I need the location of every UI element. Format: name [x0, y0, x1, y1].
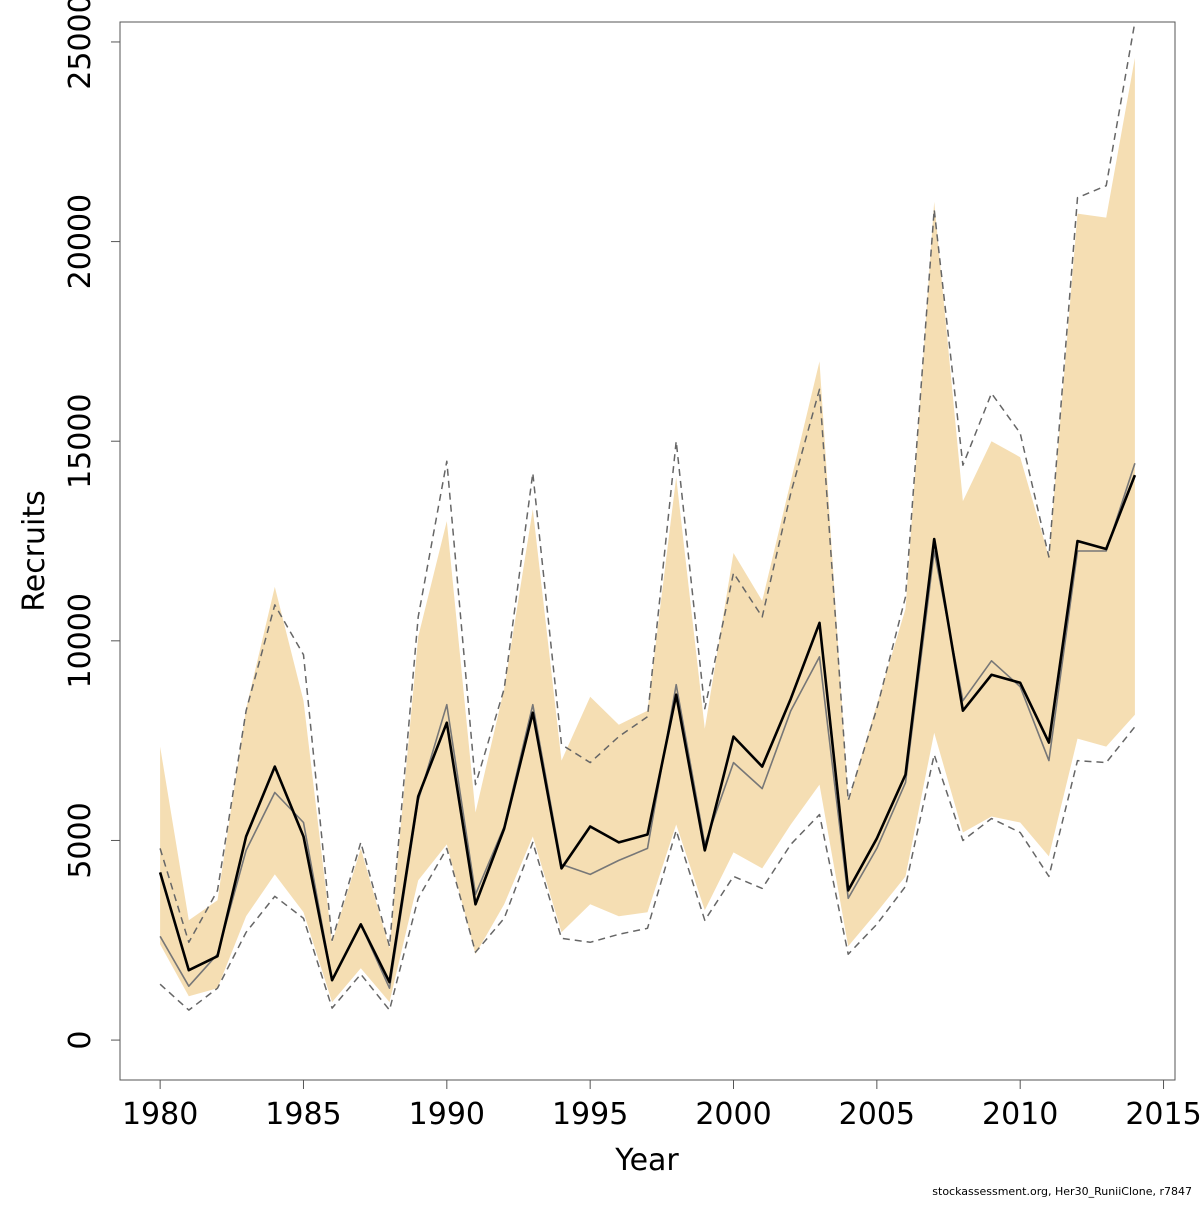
x-tick-label: 2015: [1125, 1097, 1200, 1132]
x-tick-label: 2000: [695, 1097, 771, 1132]
x-tick-label: 1995: [552, 1097, 628, 1132]
y-tick-label: 5000: [63, 802, 98, 878]
x-tick-label: 2010: [982, 1097, 1058, 1132]
alternate-upper-line: [159, 21, 1136, 948]
y-tick-label: 15000: [63, 393, 98, 488]
confidence-band: [160, 57, 1135, 1003]
x-axis-title: Year: [614, 1143, 679, 1178]
alternate-lower-line: [159, 726, 1136, 1011]
y-tick-label: 25000: [63, 0, 98, 90]
y-axis-title: Recruits: [17, 490, 52, 612]
x-tick-label: 1985: [265, 1097, 341, 1132]
x-tick-label: 1990: [409, 1097, 485, 1132]
y-tick-label: 10000: [63, 593, 98, 688]
x-tick-label: 1980: [122, 1097, 198, 1132]
estimate-line: [158, 474, 1137, 984]
y-tick-label: 0: [63, 1031, 98, 1050]
y-tick-label: 20000: [63, 194, 98, 289]
footer-credit: stockassessment.org, Her30_RuniiClone, r…: [932, 1185, 1192, 1198]
x-tick-label: 2005: [839, 1097, 915, 1132]
